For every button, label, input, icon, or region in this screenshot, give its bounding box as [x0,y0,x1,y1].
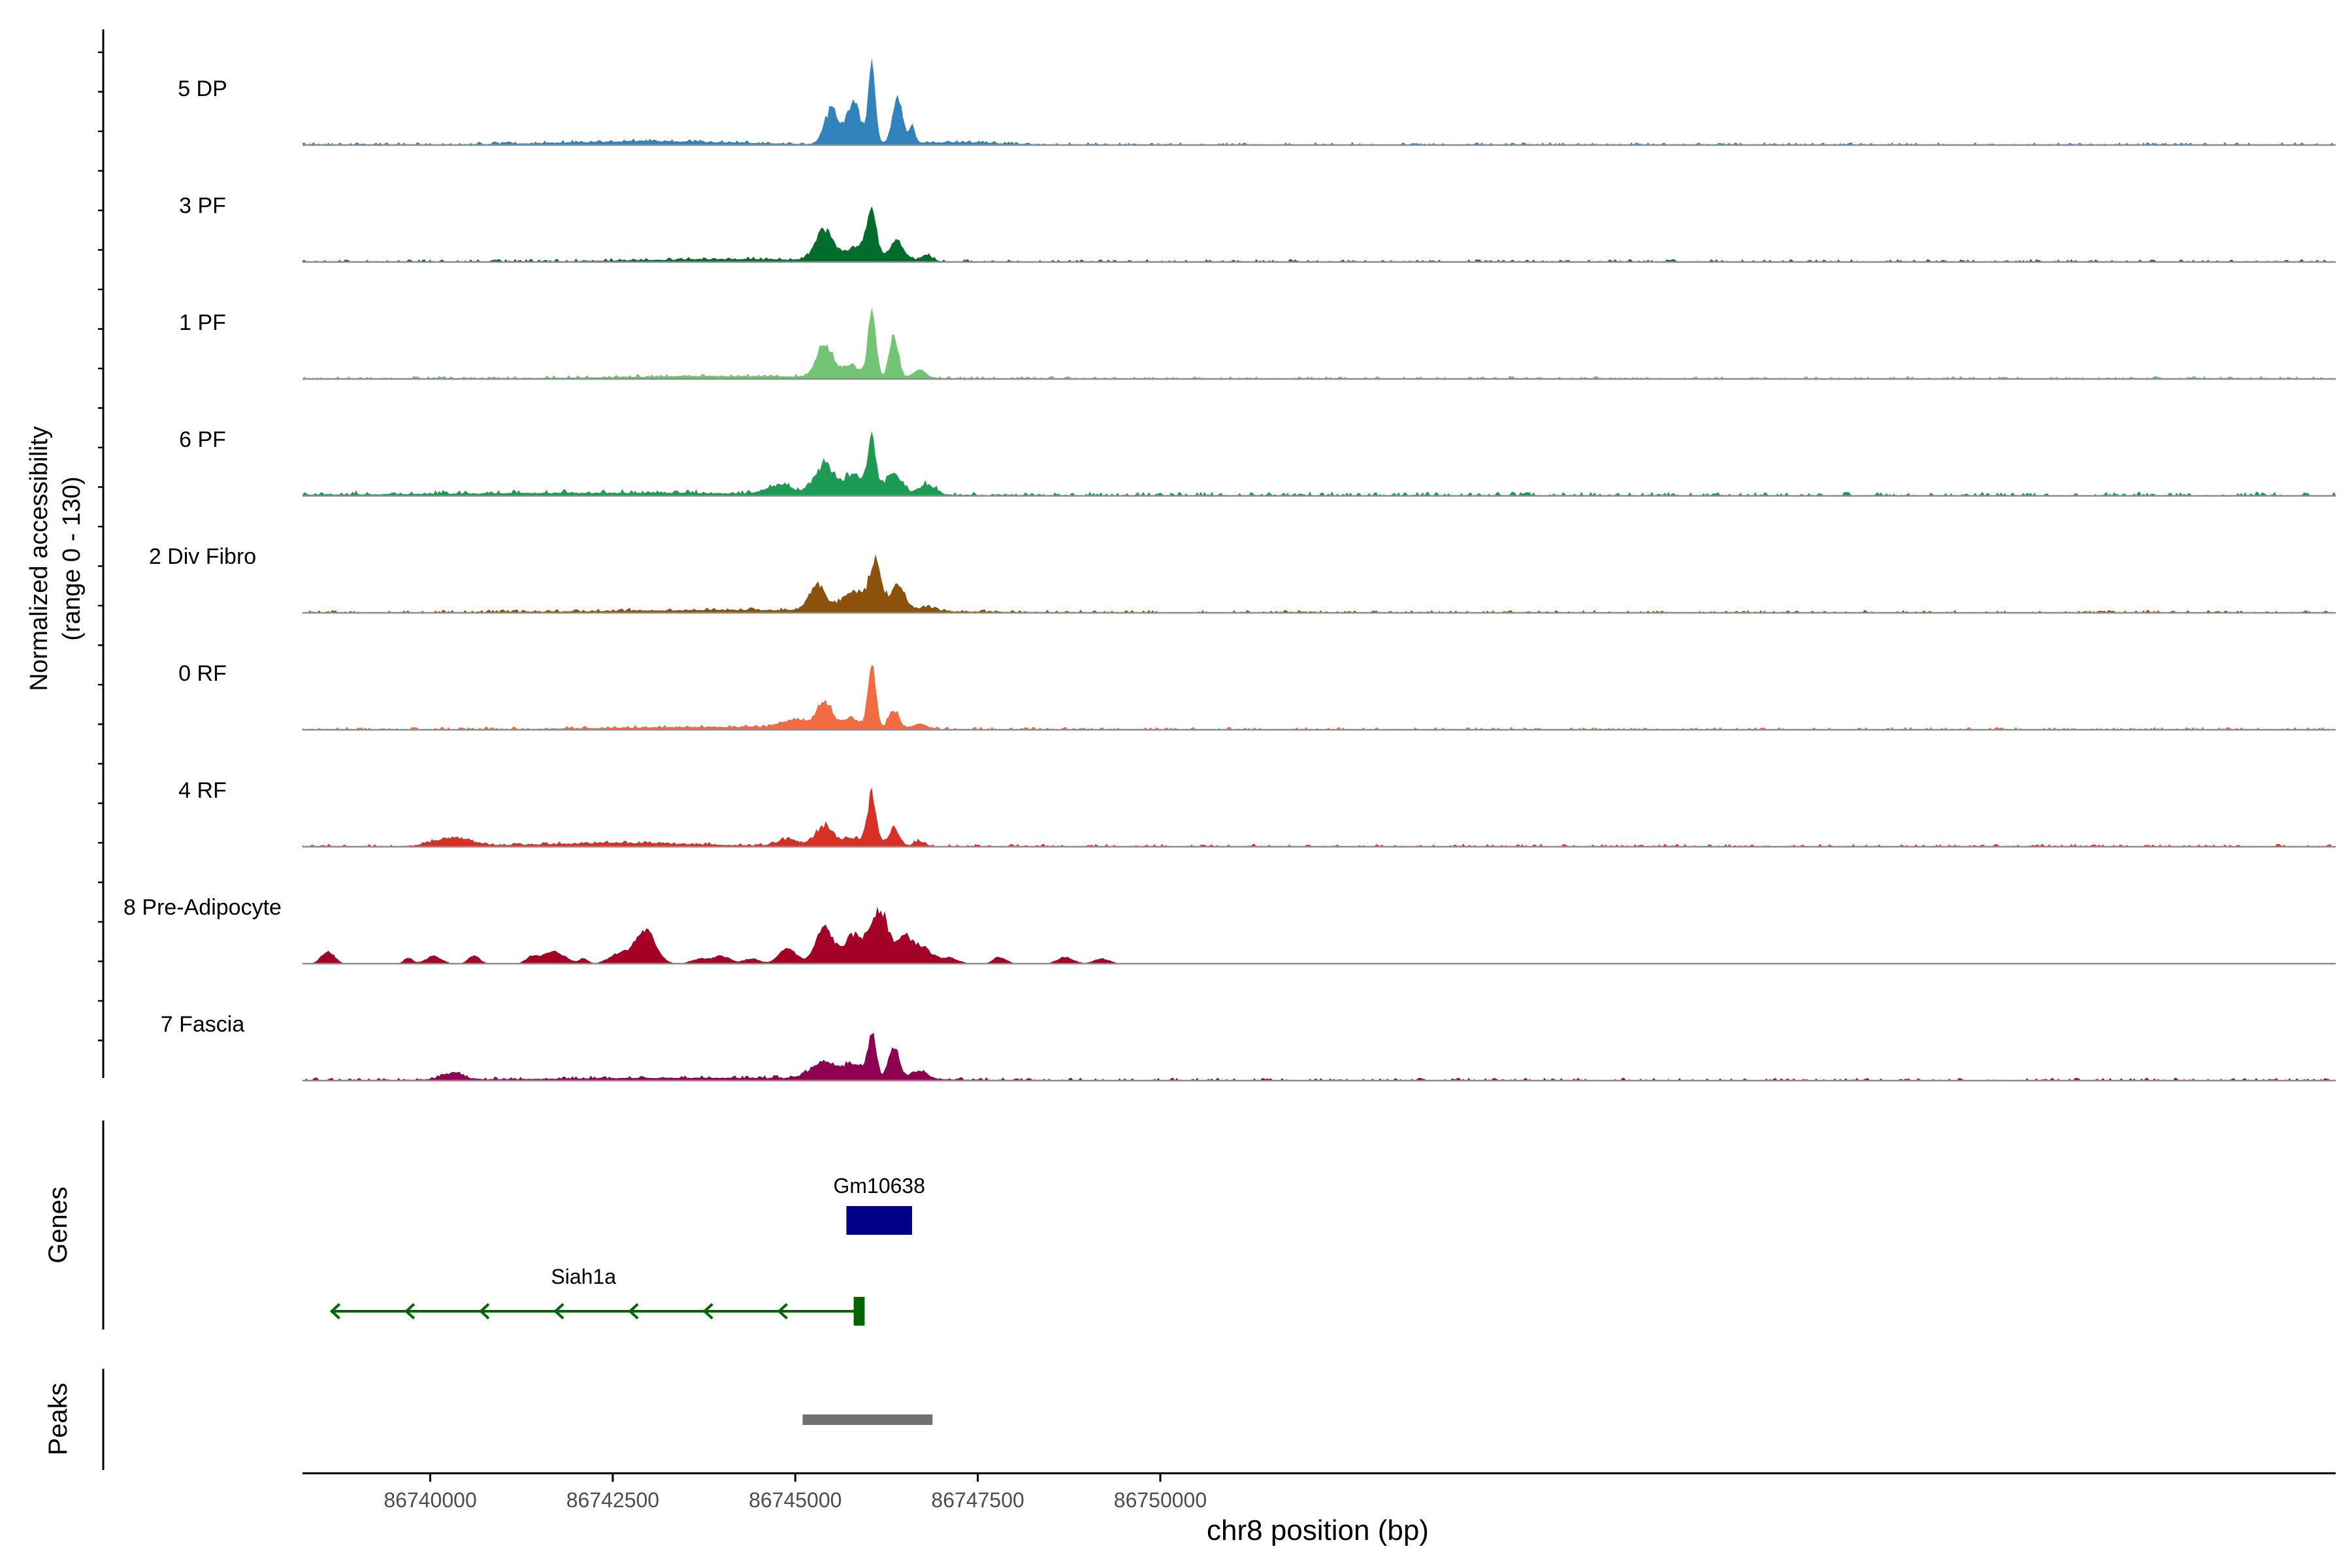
track-4-rf: 4 RF [178,778,2336,848]
track-5-dp: 5 DP [178,58,2336,146]
track-3-pf: 3 PF [179,193,2336,263]
y-axis-label: Normalized accessibility [25,426,53,691]
strand-arrow [553,1303,564,1320]
track-0-rf: 0 RF [178,661,2336,731]
track-label-4-rf: 4 RF [178,778,227,803]
strand-arrow [404,1303,416,1320]
strand-arrow [777,1303,788,1320]
track-7-fascia: 7 Fascia [161,1012,2336,1082]
track-label-0-rf: 0 RF [178,661,227,686]
coverage-area-2-div-fibro [302,554,2336,613]
track-label-8-pre-adipocyte: 8 Pre-Adipocyte [123,895,282,920]
track-8-pre-adipocyte: 8 Pre-Adipocyte [123,895,2336,965]
track-1-pf: 1 PF [179,307,2336,380]
x-tick-label: 86740000 [384,1488,476,1512]
coverage-area-1-pf [302,307,2336,379]
gene-label-gm10638: Gm10638 [833,1174,925,1198]
genes-panel-label: Genes [44,1186,73,1264]
peak-regions [802,1414,933,1425]
coverage-area-4-rf [302,787,2336,847]
track-6-pf: 6 PF [179,427,2336,497]
track-2-div-fibro: 2 Div Fibro [149,544,2336,614]
x-axis-label: chr8 position (bp) [1207,1514,1429,1546]
gene-annotations: Gm10638 Siah1a [329,1174,925,1326]
strand-arrow [628,1303,639,1320]
strand-arrow [479,1303,490,1320]
peaks-panel-label: Peaks [44,1382,73,1455]
coverage-tracks: 5 DP 3 PF 1 PF 6 PF 2 Div Fibro 0 RF 4 RF 8 Pre… [123,58,2336,1082]
coverage-area-7-fascia [302,1032,2336,1081]
coverage-area-5-dp [302,58,2336,145]
coverage-area-0-rf [302,664,2336,730]
gene-exon-siah1a [853,1297,865,1326]
gene-gm10638: Gm10638 [833,1174,925,1235]
x-tick-label: 86745000 [749,1488,841,1512]
strand-arrow [329,1303,341,1320]
strand-arrow [702,1303,713,1320]
track-label-1-pf: 1 PF [179,310,226,335]
y-axis-range-label: (range 0 - 130) [58,476,86,640]
track-label-5-dp: 5 DP [178,76,227,101]
coverage-area-3-pf [302,206,2336,262]
track-label-3-pf: 3 PF [179,193,226,218]
gene-exon-gm10638 [846,1206,913,1235]
coverage-y-ticks [98,51,103,1041]
track-label-7-fascia: 7 Fascia [161,1012,245,1037]
track-label-2-div-fibro: 2 Div Fibro [149,544,256,569]
coverage-area-8-pre-adipocyte [302,906,2336,964]
peak-region [802,1414,933,1425]
gene-label-siah1a: Siah1a [551,1265,616,1288]
gene-siah1a: Siah1a [329,1265,865,1326]
x-axis-ticks: 86740000 86742500 86745000 86747500 86750000 [384,1473,1207,1512]
track-label-6-pf: 6 PF [179,427,226,452]
x-tick-label: 86747500 [931,1488,1024,1512]
x-tick-label: 86742500 [566,1488,659,1512]
coverage-area-6-pf [302,431,2336,496]
x-tick-label: 86750000 [1114,1488,1207,1512]
